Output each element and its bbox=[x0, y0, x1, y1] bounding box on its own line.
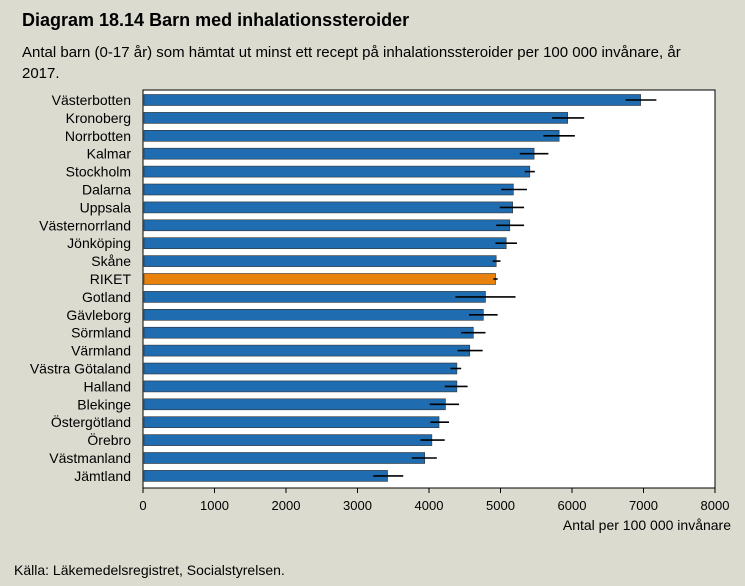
x-tick-label-5: 5000 bbox=[486, 498, 515, 513]
x-tick-label-6: 6000 bbox=[558, 498, 587, 513]
source-note: Källa: Läkemedelsregistret, Socialstyrel… bbox=[14, 562, 285, 578]
bar-5 bbox=[143, 183, 514, 196]
bar-0 bbox=[143, 94, 641, 106]
category-label-6: Uppsala bbox=[80, 199, 132, 215]
bar-1 bbox=[143, 112, 569, 124]
category-label-0: Västerbotten bbox=[52, 92, 131, 108]
category-label-14: Värmland bbox=[71, 343, 131, 359]
category-label-15: Västra Götaland bbox=[30, 361, 131, 377]
bar-3 bbox=[143, 147, 535, 160]
bar-15 bbox=[143, 362, 458, 375]
bar-4 bbox=[143, 165, 531, 178]
category-label-18: Östergötland bbox=[51, 413, 131, 430]
category-label-20: Västmanland bbox=[49, 450, 131, 466]
x-tick-label-8: 8000 bbox=[701, 498, 730, 513]
x-tick-label-7: 7000 bbox=[629, 498, 658, 513]
chart-subtitle: Antal barn (0-17 år) som hämtat ut minst… bbox=[22, 44, 681, 82]
category-label-5: Dalarna bbox=[82, 182, 131, 198]
category-label-4: Stockholm bbox=[66, 164, 131, 180]
bar-18 bbox=[143, 416, 440, 429]
x-tick-label-3: 3000 bbox=[343, 498, 372, 513]
bar-8 bbox=[143, 237, 507, 249]
bar-9 bbox=[143, 255, 497, 267]
bar-14 bbox=[143, 344, 471, 357]
category-label-10: RIKET bbox=[90, 271, 132, 287]
category-label-17: Blekinge bbox=[77, 396, 131, 412]
category-label-12: Gävleborg bbox=[66, 307, 131, 323]
x-tick-label-1: 1000 bbox=[200, 498, 229, 513]
x-tick-label-4: 4000 bbox=[415, 498, 444, 513]
category-label-16: Halland bbox=[84, 378, 131, 394]
category-label-9: Skåne bbox=[91, 253, 131, 269]
bar-10 bbox=[143, 273, 496, 285]
bar-11 bbox=[143, 291, 486, 303]
category-label-1: Kronoberg bbox=[66, 110, 131, 126]
bar-6 bbox=[143, 201, 513, 214]
category-label-21: Jämtland bbox=[74, 468, 131, 484]
chart-title: Diagram 18.14 Barn med inhalationssteroi… bbox=[22, 10, 410, 30]
bar-20 bbox=[143, 452, 426, 464]
category-label-11: Gotland bbox=[82, 289, 131, 305]
bar-13 bbox=[143, 326, 474, 339]
bar-16 bbox=[143, 380, 458, 393]
bar-19 bbox=[143, 434, 433, 446]
category-label-8: Jönköping bbox=[67, 235, 131, 251]
bar-21 bbox=[143, 470, 388, 482]
category-label-7: Västernorrland bbox=[39, 217, 131, 233]
category-label-13: Sörmland bbox=[71, 325, 131, 341]
bar-12 bbox=[143, 308, 484, 321]
x-tick-label-2: 2000 bbox=[272, 498, 301, 513]
category-label-2: Norrbotten bbox=[65, 128, 131, 144]
x-tick-label-0: 0 bbox=[139, 498, 146, 513]
x-axis-label: Antal per 100 000 invånare bbox=[563, 517, 731, 533]
category-label-19: Örebro bbox=[87, 431, 131, 448]
bar-7 bbox=[143, 219, 511, 232]
bar-17 bbox=[143, 398, 446, 411]
category-label-3: Kalmar bbox=[87, 146, 132, 162]
bar-2 bbox=[143, 130, 560, 142]
